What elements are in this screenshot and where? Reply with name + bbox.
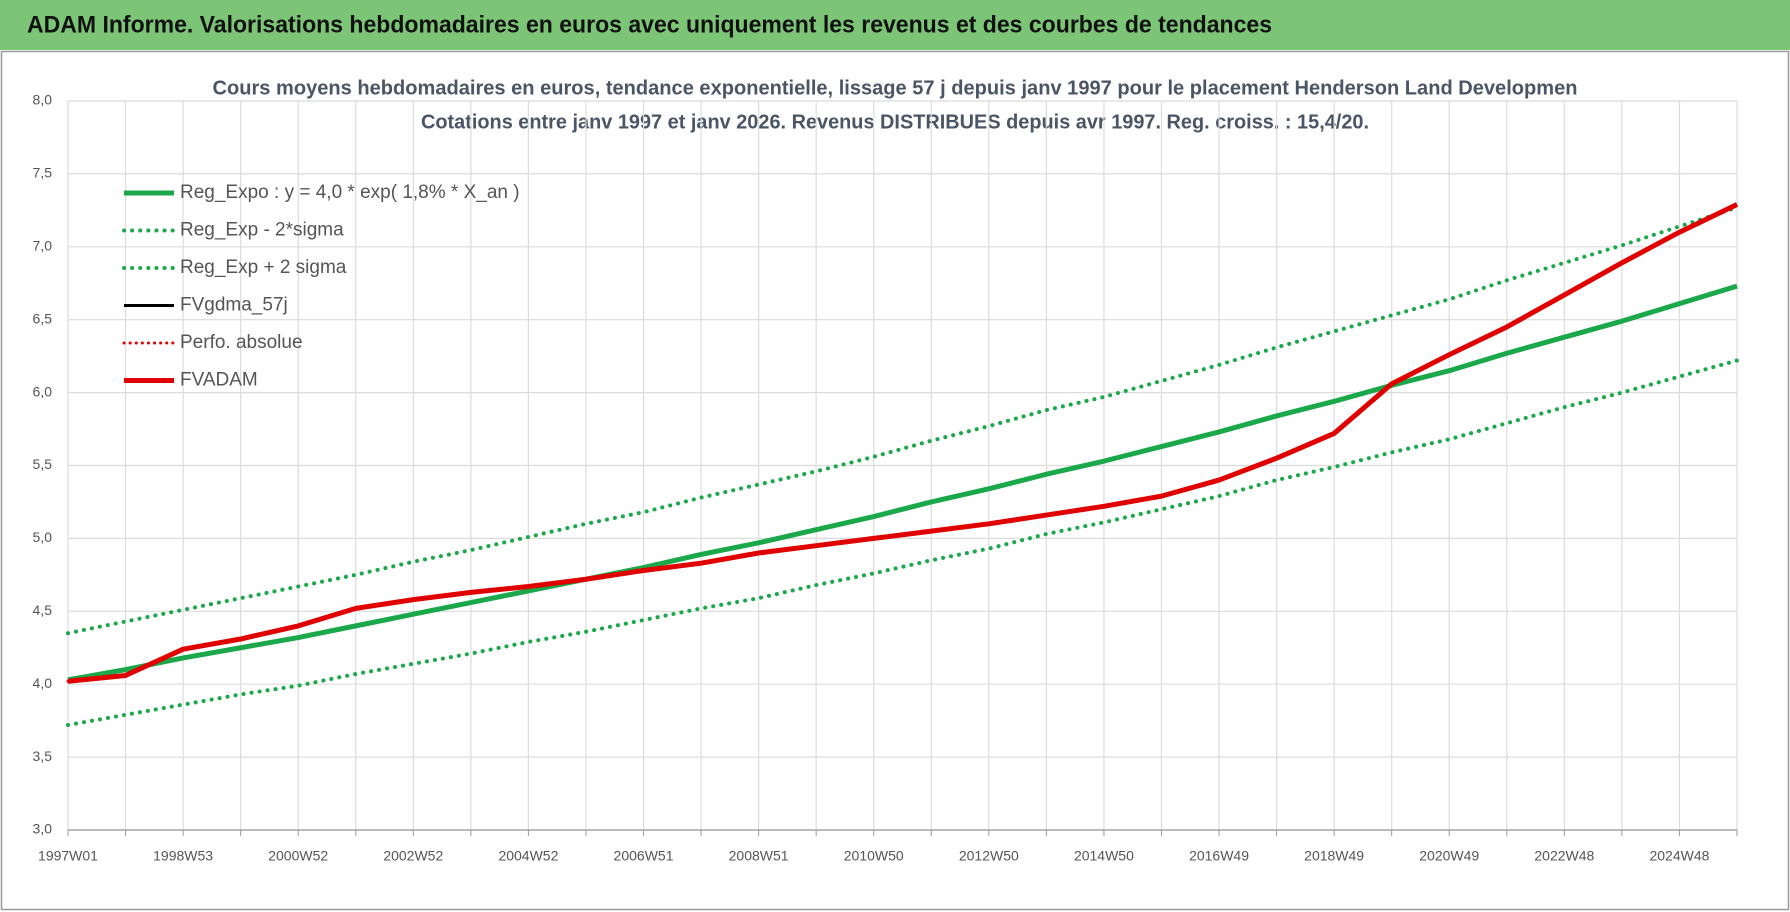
x-tick-label: 2006W51	[614, 848, 674, 864]
x-tick-label: 1997W01	[38, 848, 98, 864]
legend-label: FVADAM	[180, 370, 258, 391]
y-tick-label: 6,5	[33, 310, 53, 326]
y-tick-label: 3,0	[33, 821, 53, 837]
y-tick-label: 7,0	[33, 238, 53, 254]
x-tick-label: 2024W48	[1649, 848, 1709, 864]
y-tick-label: 4,5	[33, 602, 53, 618]
legend-label: FVgdma_57j	[180, 295, 288, 316]
legend-label: Perfo. absolue	[180, 332, 303, 353]
y-tick-label: 4,0	[33, 675, 53, 691]
legend-label: Reg_Exp + 2 sigma	[180, 257, 347, 278]
x-tick-label: 2018W49	[1304, 848, 1364, 864]
series-line	[67, 283, 1738, 683]
y-tick-label: 5,5	[33, 456, 53, 472]
x-tick-label: 2000W52	[268, 848, 328, 864]
series-line	[67, 202, 1739, 684]
legend-label: Reg_Exp - 2*sigma	[180, 220, 344, 241]
x-tick-label: 2012W50	[959, 848, 1019, 864]
chart-frame	[0, 50, 1790, 911]
x-tick-label: 2002W52	[383, 848, 443, 864]
series-line	[66, 205, 1739, 636]
chart-subtitle: Cotations entre janv 1997 et janv 2026. …	[421, 111, 1369, 133]
x-tick-label: 2004W52	[498, 848, 558, 864]
header-bar	[0, 0, 1790, 50]
legend-label: Reg_Expo : y = 4,0 * exp( 1,8% * X_an )	[180, 182, 520, 203]
y-tick-label: 7,5	[33, 165, 53, 181]
y-tick-label: 5,0	[33, 529, 53, 545]
x-tick-label: 2014W50	[1074, 848, 1134, 864]
y-tick-label: 6,0	[33, 383, 53, 399]
chart-title: Cours moyens hebdomadaires en euros, ten…	[213, 77, 1578, 99]
x-tick-label: 2016W49	[1189, 848, 1249, 864]
x-tick-label: 2008W51	[729, 848, 789, 864]
header-title: ADAM Informe. Valorisations hebdomadaire…	[27, 11, 1272, 38]
x-tick-label: 2022W48	[1534, 848, 1594, 864]
x-tick-label: 2010W50	[844, 848, 904, 864]
y-tick-label: 8,0	[33, 92, 53, 108]
x-tick-label: 1998W53	[153, 848, 213, 864]
x-tick-label: 2020W49	[1419, 848, 1479, 864]
y-tick-label: 3,5	[33, 748, 53, 764]
series-line	[66, 358, 1739, 728]
